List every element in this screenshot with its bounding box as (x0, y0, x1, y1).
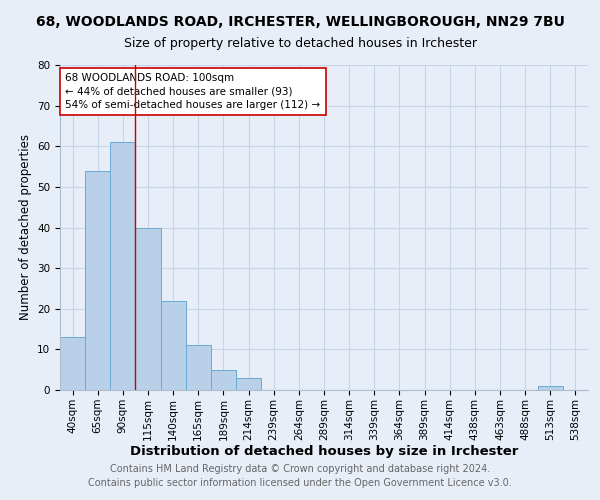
Bar (161, 300, 186, 390)
X-axis label: Distribution of detached houses by size in Irchester: Distribution of detached houses by size … (130, 446, 518, 458)
Bar (186, 346, 211, 390)
Text: 68 WOODLANDS ROAD: 100sqm
← 44% of detached houses are smaller (93)
54% of semi-: 68 WOODLANDS ROAD: 100sqm ← 44% of detac… (65, 73, 320, 110)
Text: 68, WOODLANDS ROAD, IRCHESTER, WELLINGBOROUGH, NN29 7BU: 68, WOODLANDS ROAD, IRCHESTER, WELLINGBO… (35, 15, 565, 29)
Y-axis label: Number of detached properties: Number of detached properties (19, 134, 32, 320)
Bar (136, 228, 161, 390)
Text: Size of property relative to detached houses in Irchester: Size of property relative to detached ho… (124, 38, 476, 51)
Bar (538, 386, 563, 390)
Bar (60, 337, 85, 390)
Bar (110, 142, 136, 390)
Bar (211, 370, 236, 390)
Bar (236, 378, 261, 390)
Text: Contains HM Land Registry data © Crown copyright and database right 2024.
Contai: Contains HM Land Registry data © Crown c… (88, 464, 512, 487)
Bar (85, 170, 110, 390)
